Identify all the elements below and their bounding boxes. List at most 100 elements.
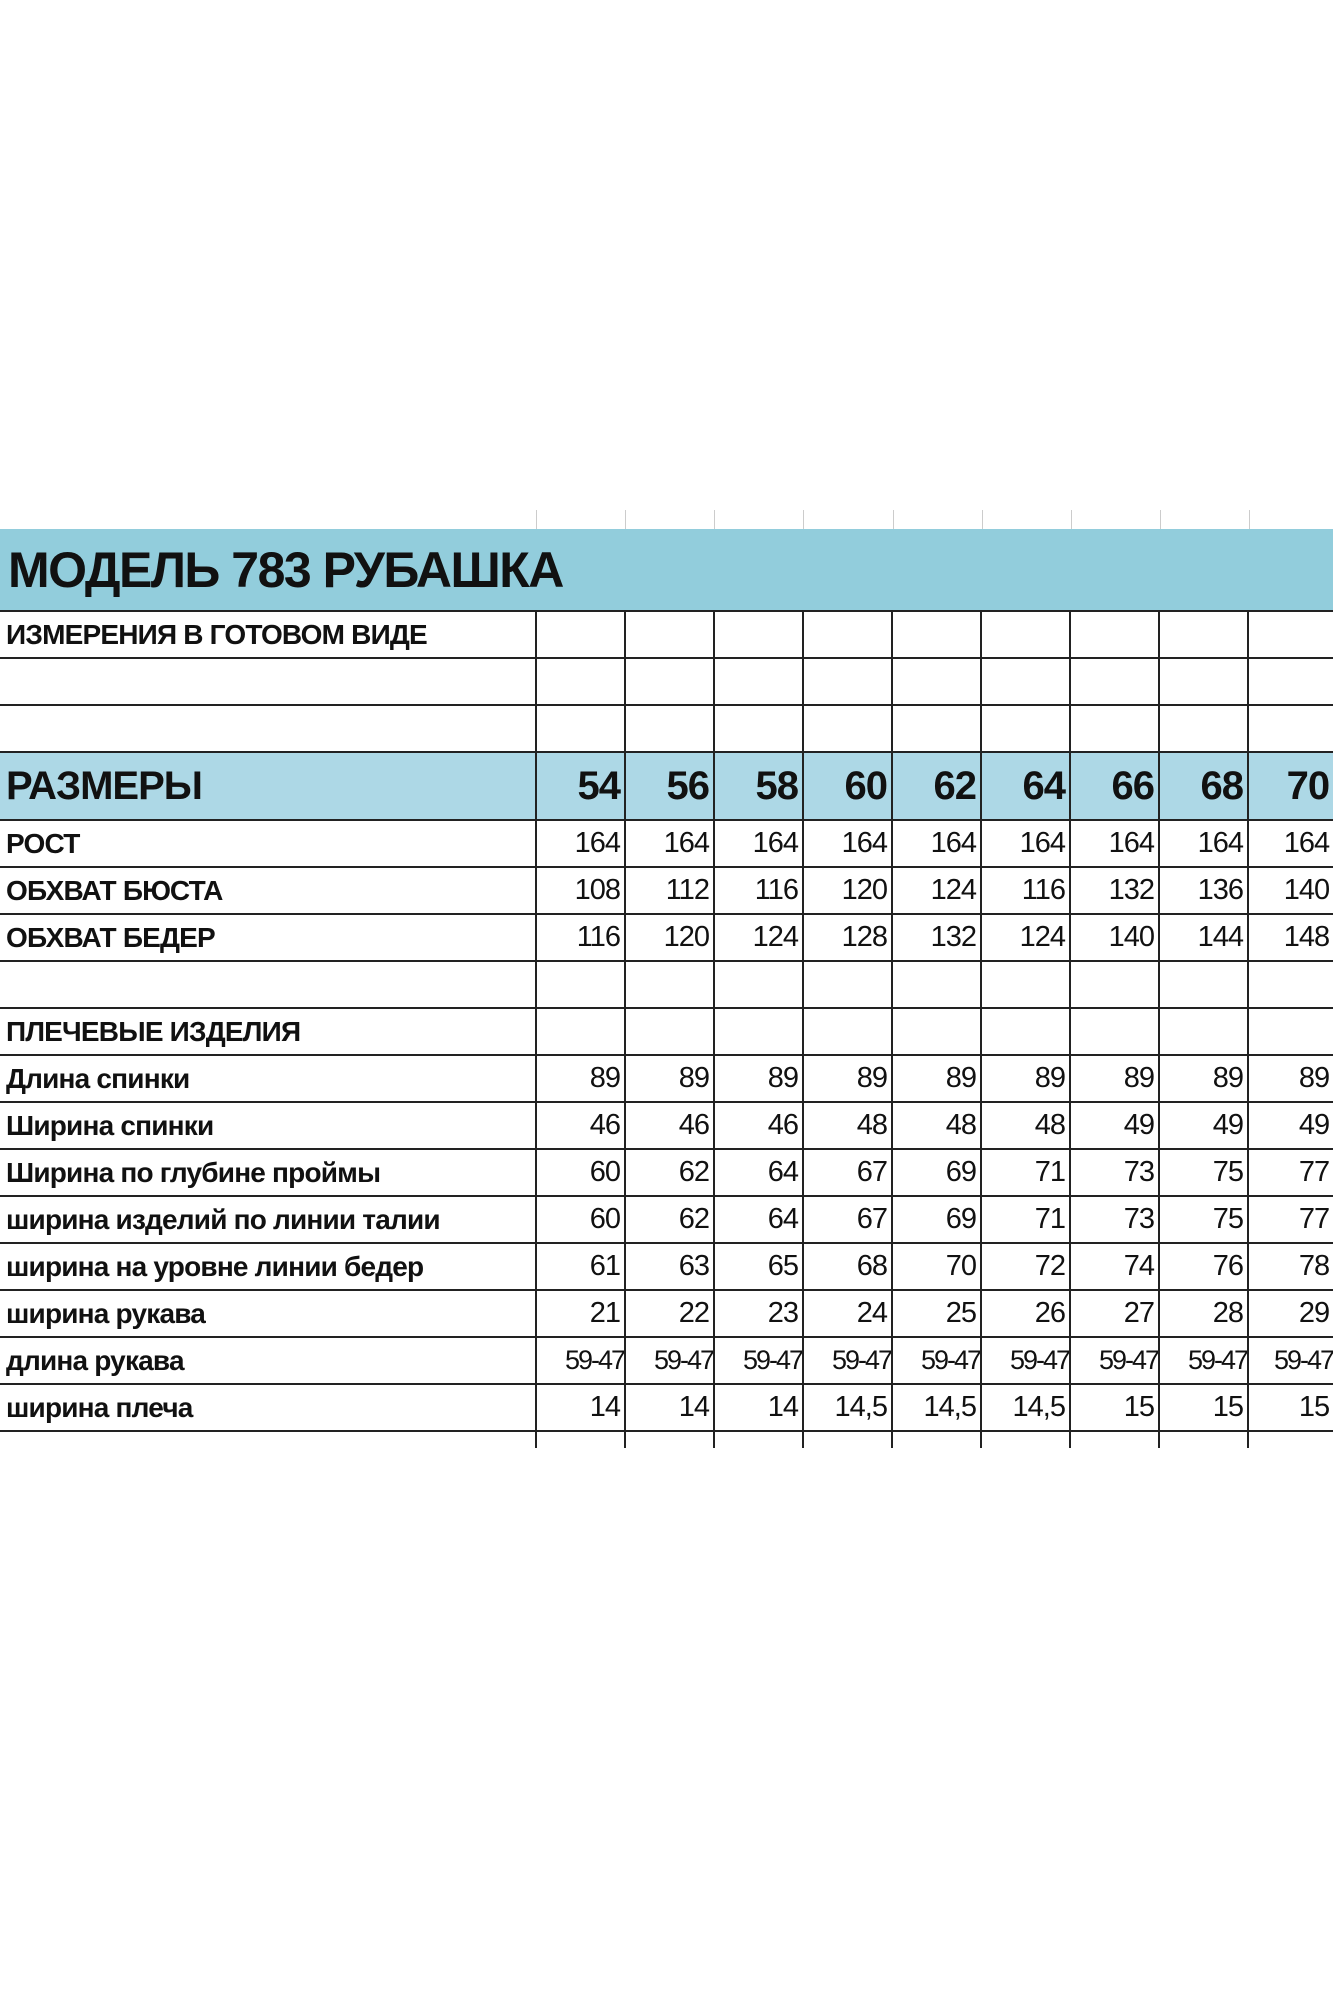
value-cell [1158, 1431, 1248, 1448]
row-label: ширина на уровне линии бедер [0, 1243, 536, 1291]
value-cell [891, 705, 981, 753]
value-cell: 69 [891, 1196, 981, 1244]
title-row: МОДЕЛЬ 783 РУБАШКА [0, 529, 1333, 612]
value-cell: 64 [713, 1196, 803, 1244]
value-cell [535, 611, 625, 659]
value-cell: 164 [980, 820, 1070, 868]
value-cell [624, 658, 714, 706]
value-cell [1069, 658, 1159, 706]
value-cell: 61 [535, 1243, 625, 1291]
faint-gridline [1249, 510, 1250, 529]
model-title: МОДЕЛЬ 783 РУБАШКА [0, 529, 1333, 612]
value-cell: 128 [802, 914, 892, 962]
value-cell [891, 961, 981, 1009]
value-cell: 132 [1069, 867, 1159, 915]
value-cell [802, 611, 892, 659]
value-cell: 59-47 [891, 1337, 981, 1385]
value-cell: 68 [1158, 752, 1248, 821]
value-cell: 120 [624, 914, 714, 962]
value-cell [535, 705, 625, 753]
value-cell: 164 [1069, 820, 1159, 868]
faint-gridline [536, 510, 537, 529]
value-cell [891, 611, 981, 659]
row-label: длина рукава [0, 1337, 536, 1385]
value-cell: 14 [624, 1384, 714, 1432]
sizes-row: РАЗМЕРЫ 54 56 58 60 62 64 66 68 70 [0, 752, 1333, 821]
value-cell: 70 [891, 1243, 981, 1291]
garment-measure-row: Длина спинки 89 89 89 89 89 89 89 89 89 [0, 1055, 1333, 1103]
row-label: ПЛЕЧЕВЫЕ ИЗДЕЛИЯ [0, 1008, 536, 1056]
value-cell [1158, 658, 1248, 706]
section-row: ПЛЕЧЕВЫЕ ИЗДЕЛИЯ [0, 1008, 1333, 1056]
value-cell: 164 [802, 820, 892, 868]
faint-gridline [803, 510, 804, 529]
empty-row [0, 705, 1333, 753]
value-cell [1069, 1431, 1159, 1448]
value-cell: 74 [1069, 1243, 1159, 1291]
value-cell: 124 [980, 914, 1070, 962]
value-cell [1158, 961, 1248, 1009]
value-cell: 15 [1246, 1384, 1333, 1432]
value-cell: 48 [980, 1102, 1070, 1150]
value-cell: 59-47 [713, 1337, 803, 1385]
value-cell [624, 1008, 714, 1056]
value-cell: 72 [980, 1243, 1070, 1291]
value-cell: 46 [713, 1102, 803, 1150]
value-cell: 48 [802, 1102, 892, 1150]
value-cell [980, 1008, 1070, 1056]
value-cell: 75 [1158, 1149, 1248, 1197]
value-cell: 116 [713, 867, 803, 915]
value-cell: 62 [624, 1196, 714, 1244]
row-label: Длина спинки [0, 1055, 536, 1103]
value-cell: 56 [624, 752, 714, 821]
row-label: ИЗМЕРЕНИЯ В ГОТОВОМ ВИДЕ [0, 611, 536, 659]
value-cell [891, 1431, 981, 1448]
value-cell: 132 [891, 914, 981, 962]
faint-gridline [1160, 510, 1161, 529]
row-label: ОБХВАТ БЮСТА [0, 867, 536, 915]
value-cell: 164 [713, 820, 803, 868]
empty-row [0, 961, 1333, 1009]
value-cell [1246, 1431, 1333, 1448]
value-cell: 62 [891, 752, 981, 821]
value-cell [980, 1431, 1070, 1448]
value-cell [1246, 658, 1333, 706]
value-cell: 59-47 [624, 1337, 714, 1385]
faint-gridline [714, 510, 715, 529]
value-cell [980, 658, 1070, 706]
cut-off-row [0, 1431, 1333, 1448]
value-cell: 14,5 [802, 1384, 892, 1432]
value-cell: 144 [1158, 914, 1248, 962]
row-label: РОСТ [0, 820, 536, 868]
value-cell: 59-47 [1246, 1337, 1333, 1385]
value-cell: 89 [802, 1055, 892, 1103]
value-cell: 49 [1158, 1102, 1248, 1150]
value-cell [891, 658, 981, 706]
value-cell [1158, 611, 1248, 659]
value-cell: 28 [1158, 1290, 1248, 1338]
value-cell [802, 1431, 892, 1448]
value-cell: 64 [713, 1149, 803, 1197]
value-cell: 48 [891, 1102, 981, 1150]
value-cell: 21 [535, 1290, 625, 1338]
value-cell: 140 [1246, 867, 1333, 915]
value-cell [535, 658, 625, 706]
value-cell: 70 [1246, 752, 1333, 821]
value-cell [802, 658, 892, 706]
value-cell: 71 [980, 1149, 1070, 1197]
value-cell: 54 [535, 752, 625, 821]
value-cell: 89 [891, 1055, 981, 1103]
value-cell: 60 [802, 752, 892, 821]
garment-measure-row: Ширина по глубине проймы 60 62 64 67 69 71 73 75… [0, 1149, 1333, 1197]
value-cell: 22 [624, 1290, 714, 1338]
row-label [0, 1431, 536, 1448]
value-cell: 64 [980, 752, 1070, 821]
value-cell: 73 [1069, 1196, 1159, 1244]
value-cell: 116 [535, 914, 625, 962]
value-cell: 89 [1158, 1055, 1248, 1103]
value-cell: 58 [713, 752, 803, 821]
row-label: ОБХВАТ БЕДЕР [0, 914, 536, 962]
value-cell [1158, 705, 1248, 753]
faint-gridline [1071, 510, 1072, 529]
value-cell [1246, 961, 1333, 1009]
